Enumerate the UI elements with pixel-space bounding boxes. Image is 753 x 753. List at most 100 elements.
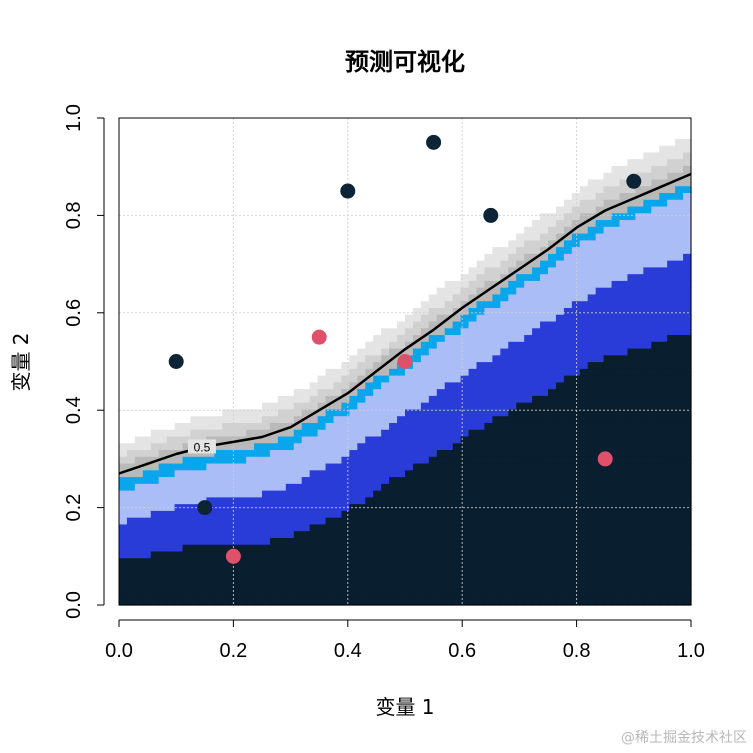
prediction-cell <box>484 517 493 525</box>
prediction-cell <box>643 402 652 410</box>
prediction-cell <box>230 185 239 193</box>
prediction-cell <box>293 557 303 566</box>
prediction-cell <box>444 280 454 288</box>
prediction-cell <box>635 395 644 403</box>
prediction-cell <box>293 530 303 538</box>
prediction-cell <box>285 381 295 390</box>
prediction-cell <box>190 577 200 586</box>
prediction-cell <box>595 483 605 491</box>
prediction-cell <box>190 124 200 133</box>
prediction-cell <box>222 300 231 308</box>
prediction-cell <box>174 131 184 139</box>
prediction-cell <box>166 260 176 268</box>
prediction-cell <box>643 347 652 356</box>
prediction-cell <box>325 368 335 376</box>
prediction-cell <box>627 205 636 214</box>
prediction-cell <box>452 151 462 160</box>
prediction-cell <box>611 368 621 376</box>
prediction-cell <box>293 523 303 532</box>
prediction-cell <box>293 577 303 586</box>
prediction-cell <box>333 253 343 261</box>
prediction-cell <box>397 544 406 552</box>
prediction-cell <box>563 375 573 383</box>
prediction-cell <box>365 564 374 572</box>
prediction-cell <box>579 544 589 552</box>
prediction-cell <box>508 476 517 484</box>
prediction-cell <box>611 490 621 498</box>
prediction-cell <box>595 266 605 275</box>
prediction-cell <box>301 260 311 268</box>
prediction-cell <box>190 239 200 248</box>
prediction-cell <box>627 490 636 498</box>
prediction-cell <box>563 266 573 275</box>
prediction-cell <box>397 503 406 511</box>
prediction-cell <box>317 361 327 369</box>
prediction-cell <box>126 550 136 559</box>
prediction-cell <box>548 361 557 369</box>
prediction-cell <box>246 550 255 559</box>
prediction-cell <box>341 591 350 599</box>
prediction-cell <box>254 577 263 586</box>
prediction-cell <box>142 544 152 552</box>
prediction-cell <box>381 564 390 572</box>
prediction-cell <box>651 124 660 133</box>
prediction-cell <box>174 584 184 593</box>
prediction-cell <box>468 429 478 437</box>
prediction-cell <box>285 199 295 207</box>
prediction-cell <box>269 503 279 511</box>
prediction-cell <box>365 178 374 187</box>
prediction-cell <box>341 151 350 160</box>
prediction-cell <box>579 341 589 349</box>
prediction-cell <box>611 165 621 173</box>
prediction-cell <box>500 537 509 545</box>
prediction-cell <box>444 429 454 437</box>
prediction-cell <box>635 550 644 559</box>
prediction-cell <box>595 598 605 606</box>
prediction-cell <box>293 469 303 478</box>
prediction-cell <box>230 266 239 275</box>
prediction-cell <box>254 239 263 248</box>
prediction-cell <box>532 591 541 599</box>
prediction-cell <box>540 253 549 261</box>
prediction-cell <box>484 530 493 538</box>
prediction-cell <box>405 212 414 221</box>
prediction-cell <box>484 138 493 146</box>
prediction-cell <box>500 456 509 464</box>
prediction-cell <box>198 422 207 430</box>
prediction-cell <box>150 402 160 410</box>
prediction-cell <box>317 564 327 572</box>
prediction-cell <box>238 557 247 566</box>
prediction-cell <box>548 388 557 396</box>
prediction-cell <box>484 456 493 464</box>
prediction-cell <box>198 138 207 146</box>
prediction-cell <box>444 537 454 545</box>
prediction-cell <box>579 388 589 396</box>
prediction-cell <box>381 118 390 126</box>
prediction-cell <box>301 334 311 342</box>
prediction-cell <box>293 496 303 505</box>
prediction-cell <box>119 273 128 281</box>
prediction-cell <box>516 375 525 383</box>
prediction-cell <box>158 260 168 268</box>
prediction-cell <box>563 408 573 417</box>
prediction-cell <box>444 408 454 417</box>
prediction-cell <box>627 530 636 538</box>
prediction-cell <box>119 517 128 525</box>
prediction-cell <box>309 273 319 281</box>
prediction-cell <box>444 334 454 342</box>
prediction-cell <box>540 118 549 126</box>
prediction-cell <box>301 517 311 525</box>
prediction-cell <box>238 212 247 221</box>
prediction-cell <box>182 273 192 281</box>
prediction-cell <box>667 490 676 498</box>
prediction-cell <box>444 564 454 572</box>
prediction-cell <box>309 185 319 193</box>
prediction-cell <box>587 591 597 599</box>
prediction-cell <box>293 293 303 302</box>
prediction-cell <box>619 239 629 248</box>
prediction-cell <box>373 368 382 376</box>
prediction-cell <box>222 178 231 187</box>
prediction-cell <box>508 361 517 369</box>
prediction-cell <box>651 219 660 227</box>
prediction-cell <box>119 415 128 423</box>
